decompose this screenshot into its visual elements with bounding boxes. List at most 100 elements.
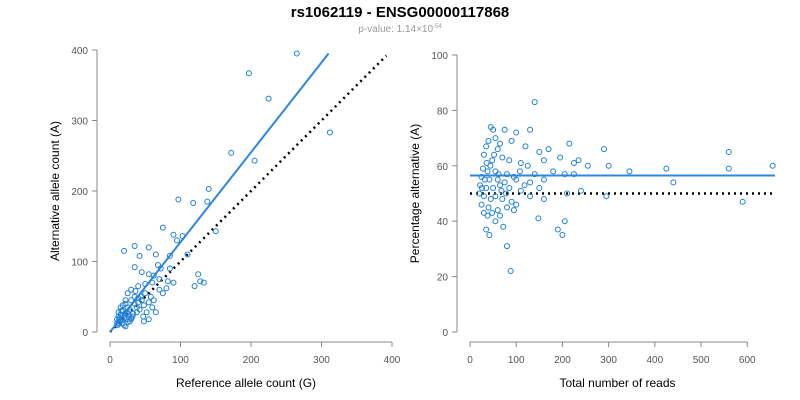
data-point <box>145 316 152 323</box>
data-point <box>521 182 528 189</box>
scatter-panel-left: 0 100 200 300 400 0 100 200 300 400 Reference alle… <box>48 46 401 390</box>
x-axis-label: Reference allele count (G) <box>176 376 316 390</box>
data-point <box>559 232 566 239</box>
data-point <box>605 162 612 169</box>
data-point <box>138 293 145 300</box>
data-point <box>150 297 157 304</box>
data-point <box>487 196 494 203</box>
data-point <box>535 215 542 222</box>
x-tick-label: 500 <box>693 355 710 366</box>
data-point <box>492 135 499 142</box>
data-point <box>513 129 520 136</box>
data-point <box>251 157 258 164</box>
data-point <box>554 226 561 233</box>
data-point <box>166 265 173 272</box>
data-point <box>540 157 547 164</box>
data-point <box>601 146 608 153</box>
y-tick-label: 100 <box>431 51 448 62</box>
data-point <box>561 171 568 178</box>
data-point <box>145 299 152 306</box>
data-point <box>116 314 123 321</box>
data-point <box>513 176 520 183</box>
x-tick-label: 200 <box>554 355 571 366</box>
y-tick-label: 40 <box>437 217 449 228</box>
data-point <box>490 126 497 133</box>
data-point <box>326 129 333 136</box>
data-point <box>147 293 154 300</box>
data-point <box>212 228 219 235</box>
data-point <box>140 313 147 320</box>
data-point <box>497 182 504 189</box>
data-point <box>584 162 591 169</box>
data-point <box>483 184 490 191</box>
data-point <box>152 309 159 316</box>
data-point <box>497 212 504 219</box>
data-point <box>131 242 138 249</box>
data-point <box>142 281 149 288</box>
data-point <box>166 252 173 259</box>
data-point <box>149 279 156 286</box>
y-tick-label: 100 <box>71 258 88 269</box>
data-point <box>479 165 486 172</box>
data-point <box>545 146 552 153</box>
x-tick-label: 400 <box>384 355 401 366</box>
data-point <box>486 232 493 239</box>
data-point <box>725 148 732 155</box>
data-point <box>492 218 499 225</box>
x-tick-label: 400 <box>647 355 664 366</box>
data-point <box>145 271 152 278</box>
data-point <box>483 160 490 167</box>
data-point <box>140 302 147 309</box>
data-point <box>159 224 166 231</box>
y-axis-label: Alternative allele count (A) <box>48 121 62 261</box>
data-point <box>524 162 531 169</box>
data-point <box>131 293 138 300</box>
data-point <box>138 269 145 276</box>
data-point <box>536 148 543 155</box>
data-point <box>136 252 143 259</box>
data-point <box>484 212 491 219</box>
y-tick-label: 200 <box>71 187 88 198</box>
data-point <box>479 184 486 191</box>
x-tick-label: 600 <box>739 355 756 366</box>
data-point <box>159 290 166 297</box>
data-point <box>184 251 191 258</box>
data-point <box>489 209 496 216</box>
data-point <box>175 196 182 203</box>
data-point <box>118 307 125 314</box>
data-point <box>503 190 510 197</box>
data-point <box>121 247 128 254</box>
data-point <box>540 196 547 203</box>
data-point <box>156 276 163 283</box>
data-point <box>293 50 300 57</box>
data-point <box>132 288 139 295</box>
data-point <box>152 251 159 258</box>
data-point <box>516 168 523 175</box>
data-point <box>503 243 510 250</box>
data-point <box>115 318 122 325</box>
x-tick-label: 300 <box>313 355 330 366</box>
data-point <box>191 283 198 290</box>
data-point <box>142 290 149 297</box>
y-tick-label: 20 <box>437 273 449 284</box>
data-point <box>508 137 515 144</box>
chart-title: rs1062119 - ENSG00000117868 <box>290 4 510 21</box>
data-point <box>570 160 577 167</box>
data-point <box>205 185 212 192</box>
data-point <box>170 279 177 286</box>
data-point <box>491 151 498 158</box>
data-point <box>540 176 547 183</box>
data-point <box>550 168 557 175</box>
data-point <box>536 184 543 191</box>
data-point <box>483 226 490 233</box>
data-point <box>197 278 204 285</box>
data-point <box>480 193 487 200</box>
y-tick-label: 300 <box>71 117 88 128</box>
x-tick-label: 0 <box>107 355 113 366</box>
data-point <box>149 304 156 311</box>
data-point <box>135 283 142 290</box>
data-point <box>122 297 129 304</box>
data-point <box>190 199 197 206</box>
data-point <box>487 162 494 169</box>
